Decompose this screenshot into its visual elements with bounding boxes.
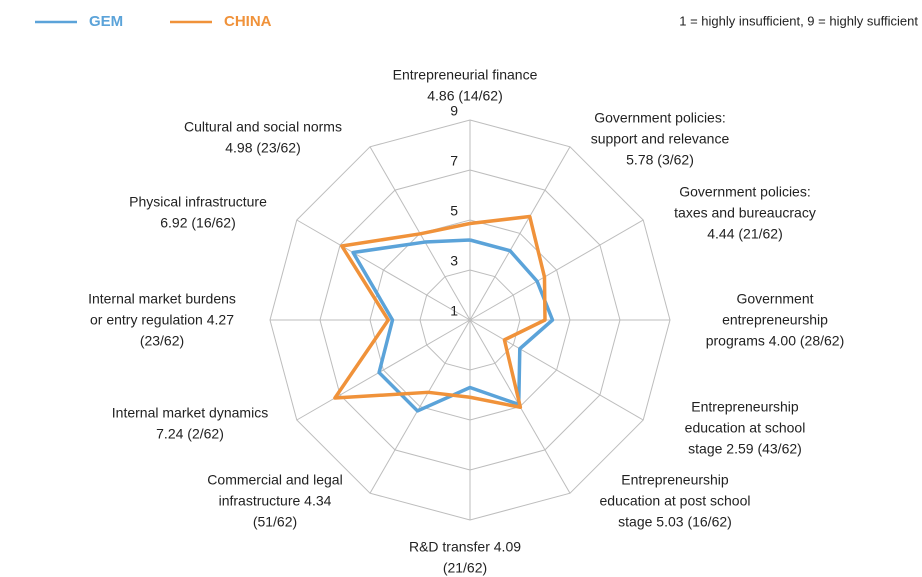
spoke — [296, 319, 471, 421]
category-label: Government policies: — [594, 110, 726, 126]
legend-label: CHINA — [224, 13, 272, 30]
series-line — [351, 238, 555, 413]
category-label: programs 4.00 (28/62) — [706, 333, 845, 349]
category-label: Internal market dynamics — [112, 405, 268, 421]
tick-label: 9 — [450, 103, 458, 119]
category-label: R&D transfer 4.09 — [409, 539, 521, 555]
category-label: 5.78 (3/62) — [626, 152, 694, 168]
category-label: (51/62) — [253, 514, 297, 530]
category-label: education at school — [685, 420, 806, 436]
category-label: Entrepreneurial finance — [393, 67, 538, 83]
spoke — [296, 219, 471, 321]
category-label: 4.98 (23/62) — [225, 140, 301, 156]
category-label: stage 2.59 (43/62) — [688, 441, 802, 457]
category-label: 7.24 (2/62) — [156, 426, 224, 442]
tick-label: 3 — [450, 253, 458, 269]
category-label: infrastructure 4.34 — [219, 493, 332, 509]
tick-label: 5 — [450, 203, 458, 219]
category-label: (21/62) — [443, 560, 487, 576]
category-label: education at post school — [600, 493, 751, 509]
category-label: Government policies: — [679, 184, 811, 200]
category-label: or entry regulation 4.27 — [90, 312, 234, 328]
category-label: entrepreneurship — [722, 312, 828, 328]
category-label: (23/62) — [140, 333, 184, 349]
category-label: Internal market burdens — [88, 291, 236, 307]
category-label: Commercial and legal — [207, 472, 342, 488]
category-label: support and relevance — [591, 131, 730, 147]
category-label: Entrepreneurship — [691, 399, 799, 415]
legend-label: GEM — [89, 13, 123, 30]
category-label: stage 5.03 (16/62) — [618, 514, 732, 530]
scale-note: 1 = highly insufficient, 9 = highly suff… — [679, 13, 918, 28]
category-label: Entrepreneurship — [621, 472, 729, 488]
spoke — [469, 146, 571, 321]
category-label: 4.86 (14/62) — [427, 88, 503, 104]
tick-label: 7 — [450, 153, 458, 169]
tick-label: 1 — [450, 303, 458, 319]
category-label: Cultural and social norms — [184, 119, 342, 135]
category-label: Physical infrastructure — [129, 194, 267, 210]
series-line — [333, 214, 547, 410]
spoke — [469, 219, 644, 321]
category-label: 6.92 (16/62) — [160, 215, 236, 231]
category-label: Government — [736, 291, 813, 307]
spoke — [469, 319, 644, 421]
category-label: taxes and bureaucracy — [674, 205, 816, 221]
category-label: 4.44 (21/62) — [707, 226, 783, 242]
spoke — [369, 319, 471, 494]
